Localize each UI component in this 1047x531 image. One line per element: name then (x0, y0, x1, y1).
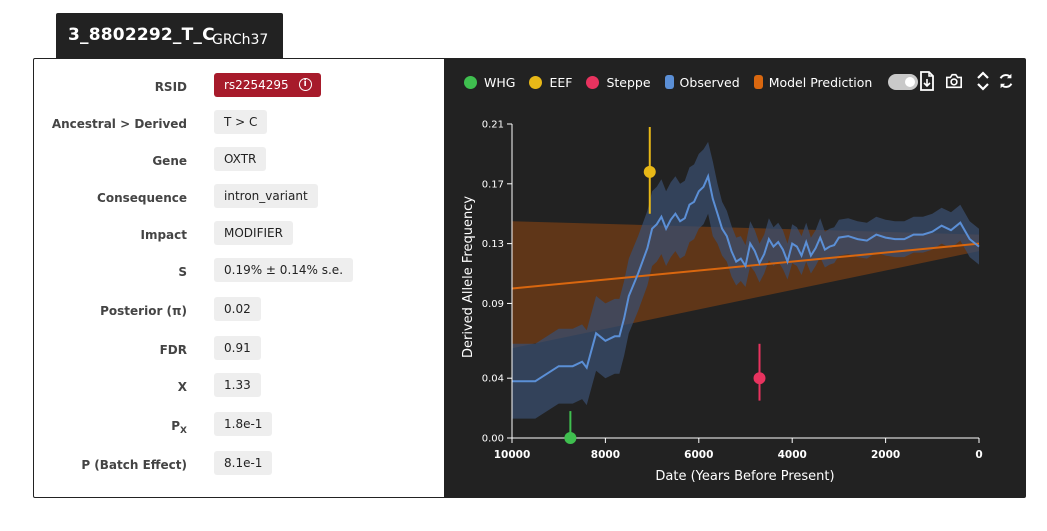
info-row-impact: Impact MODIFIER (34, 221, 444, 251)
x-tick-label: 6000 (684, 449, 713, 461)
y-tick-label: 0.04 (482, 374, 504, 385)
info-label: S (178, 265, 187, 279)
info-label: RSID (154, 80, 187, 94)
download-file-icon[interactable] (918, 71, 936, 91)
legend-marker-whg (464, 75, 477, 89)
info-label: Posterior (π) (100, 304, 187, 318)
info-value: 1.33 (214, 373, 261, 397)
x-tick-label: 8000 (591, 449, 620, 461)
info-label-subscript: X (180, 426, 187, 436)
legend-item-whg[interactable]: WHG (464, 75, 515, 90)
info-value: 8.1e-1 (214, 451, 273, 475)
ancestral-points (564, 126, 766, 444)
y-tick-label: 0.13 (482, 239, 504, 250)
x-tick-label: 4000 (778, 449, 807, 461)
info-label: PX (171, 419, 187, 436)
legend-marker-observed (664, 75, 674, 89)
y-tick-label: 0.09 (482, 299, 504, 310)
variant-panel: RSID rs2254295 i Ancestral > Derived T >… (33, 58, 1026, 498)
legend-label: EEF (549, 74, 573, 90)
chart-axes: 0.00 0.04 0.09 0.13 0.17 0.21 10000 8000 6000 400… (482, 120, 983, 462)
info-label-main: P (171, 419, 181, 433)
legend-label: Steppe (606, 74, 651, 90)
assembly-label: GRCh37 (212, 32, 269, 48)
toggle-knob (905, 77, 916, 87)
info-value: T > C (214, 110, 268, 134)
info-value: 0.02 (214, 297, 261, 321)
x-axis-label: Date (Years Before Present) (655, 469, 834, 484)
allele-frequency-chart: 0.00 0.04 0.09 0.13 0.17 0.21 10000 8000 6000 400… (461, 120, 983, 485)
info-label: FDR (159, 343, 187, 357)
info-value: 1.8e-1 (214, 412, 273, 436)
info-label: X (177, 380, 187, 394)
confidence-bands (512, 141, 979, 419)
info-value: OXTR (214, 147, 267, 171)
info-row-batch-effect: P (Batch Effect) 8.1e-1 (34, 451, 444, 481)
info-icon[interactable]: i (298, 78, 312, 91)
y-tick-label: 0.17 (482, 179, 504, 190)
legend-item-model[interactable]: Model Prediction (753, 74, 873, 90)
info-value: 0.91 (214, 336, 261, 360)
legend-label: WHG (484, 74, 516, 90)
observed-line (512, 173, 980, 383)
expand-vertical-icon[interactable] (974, 71, 992, 91)
info-row-x: X 1.33 (34, 373, 444, 403)
legend-item-steppe[interactable]: Steppe (586, 74, 651, 90)
camera-icon[interactable] (945, 71, 963, 91)
info-row-fdr: FDR 0.91 (34, 336, 444, 366)
y-axis-label: Derived Allele Frequency (461, 196, 476, 358)
info-label: Consequence (97, 191, 187, 205)
rsid-value: rs2254295 (224, 78, 289, 92)
band-toggle-switch[interactable] (888, 74, 919, 90)
variant-info-table: RSID rs2254295 i Ancestral > Derived T >… (34, 59, 444, 497)
x-tick-label: 2000 (871, 449, 900, 461)
y-tick-label: 0.00 (482, 434, 504, 445)
variant-id: 3_8802292_T_C (68, 25, 215, 45)
chart-legend: WHG EEF Steppe Observed Model Prediction (464, 72, 919, 92)
observed-confidence-band (512, 141, 979, 419)
x-tick-label: 10000 (494, 449, 531, 461)
point-steppe (753, 372, 766, 385)
info-value: intron_variant (214, 184, 318, 208)
info-row-rsid: RSID rs2254295 i (34, 73, 444, 103)
rsid-badge[interactable]: rs2254295 i (214, 73, 321, 97)
info-row-gene: Gene OXTR (34, 147, 444, 177)
legend-label: Model Prediction (768, 74, 873, 90)
legend-marker-model (753, 75, 763, 89)
legend-label: Observed (679, 74, 740, 90)
info-row-s: S 0.19% ± 0.14% s.e. (34, 258, 444, 288)
info-label: Impact (140, 228, 187, 242)
info-row-posterior: Posterior (π) 0.02 (34, 297, 444, 327)
series-lines (511, 173, 980, 383)
info-value: 0.19% ± 0.14% s.e. (214, 258, 354, 282)
legend-item-eef[interactable]: EEF (529, 75, 572, 90)
info-label: Gene (152, 154, 187, 168)
chart-panel: WHG EEF Steppe Observed Model Prediction (444, 59, 1025, 497)
info-row-px: PX 1.8e-1 (34, 412, 444, 442)
point-eef (643, 165, 656, 178)
legend-marker-eef (529, 75, 543, 89)
legend-item-observed[interactable]: Observed (664, 74, 740, 90)
info-row-ancestral-derived: Ancestral > Derived T > C (34, 110, 444, 140)
x-tick-label: 0 (975, 449, 982, 461)
point-whg (564, 432, 577, 444)
legend-marker-steppe (586, 75, 600, 89)
refresh-icon[interactable] (997, 71, 1015, 91)
info-label: Ancestral > Derived (51, 117, 187, 131)
info-value: MODIFIER (214, 221, 293, 245)
y-tick-label: 0.21 (482, 120, 504, 131)
info-row-consequence: Consequence intron_variant (34, 184, 444, 214)
variant-tab[interactable]: 3_8802292_T_C GRCh37 (56, 13, 283, 58)
info-label: P (Batch Effect) (81, 458, 187, 472)
